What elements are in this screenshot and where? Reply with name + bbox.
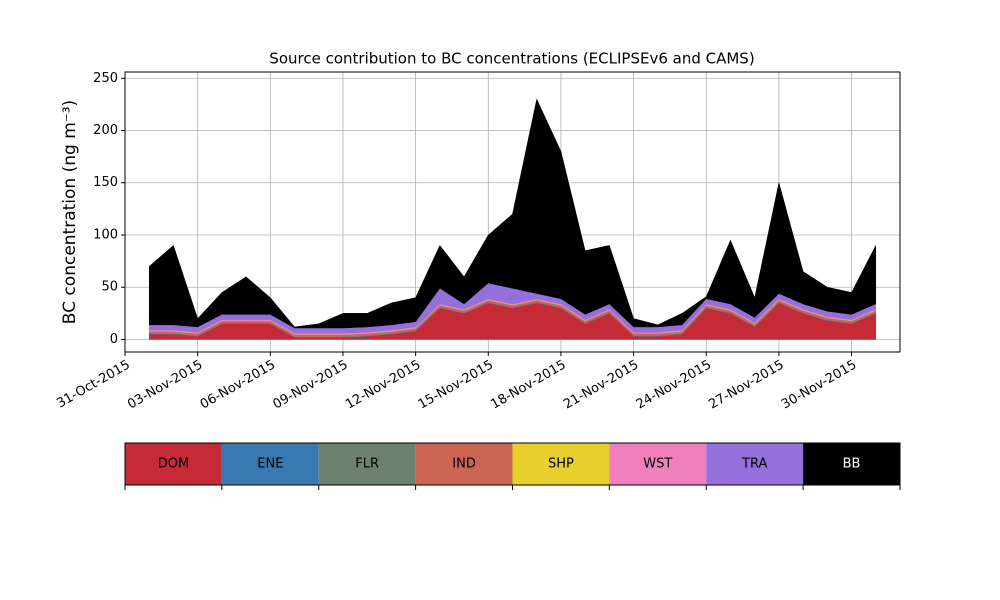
x-tick-label: 18-Nov-2015: [488, 358, 568, 413]
legend-label: IND: [452, 457, 476, 472]
legend-label: DOM: [158, 457, 189, 472]
y-tick-label: 150: [93, 175, 118, 190]
x-tick-label: 21-Nov-2015: [561, 358, 641, 413]
legend-swatch: [609, 443, 707, 485]
legend-swatch: [415, 443, 513, 485]
legend-label: TRA: [741, 457, 767, 472]
x-tick-label: 31-Oct-2015: [54, 358, 132, 412]
legend-label: SHP: [548, 457, 574, 472]
area: [148, 98, 877, 329]
chart-title: Source contribution to BC concentrations…: [269, 50, 754, 68]
y-axis-label: BC concentration (ng m⁻³): [60, 100, 80, 324]
x-tick-label: 24-Nov-2015: [634, 358, 714, 413]
legend-label: ENE: [257, 457, 283, 472]
legend-swatch: [318, 443, 416, 485]
legend-swatch: [803, 443, 900, 485]
x-tick-label: 12-Nov-2015: [343, 358, 423, 413]
x-tick-label: 30-Nov-2015: [779, 358, 859, 413]
legend-label: FLR: [355, 457, 379, 472]
legend-swatch: [125, 443, 222, 485]
x-tick-label: 15-Nov-2015: [416, 358, 496, 413]
plot-frame: [124, 71, 901, 353]
x-tick-label: 09-Nov-2015: [270, 358, 350, 413]
y-tick-label: 250: [93, 71, 118, 86]
y-tick-label: 200: [93, 123, 118, 138]
x-tick-label: 06-Nov-2015: [198, 358, 278, 413]
legend-swatch: [512, 443, 610, 485]
y-tick-label: 50: [101, 280, 118, 295]
legend-swatch: [706, 443, 804, 485]
x-tick-label: 27-Nov-2015: [706, 358, 786, 413]
y-tick-label: 100: [93, 227, 118, 242]
legend-label: BB: [843, 457, 861, 472]
legend-swatch: [221, 443, 319, 485]
y-tick-label: 0: [110, 332, 118, 347]
legend-label: WST: [643, 457, 672, 472]
plot-area: [124, 72, 900, 352]
x-tick-label: 03-Nov-2015: [125, 358, 205, 413]
